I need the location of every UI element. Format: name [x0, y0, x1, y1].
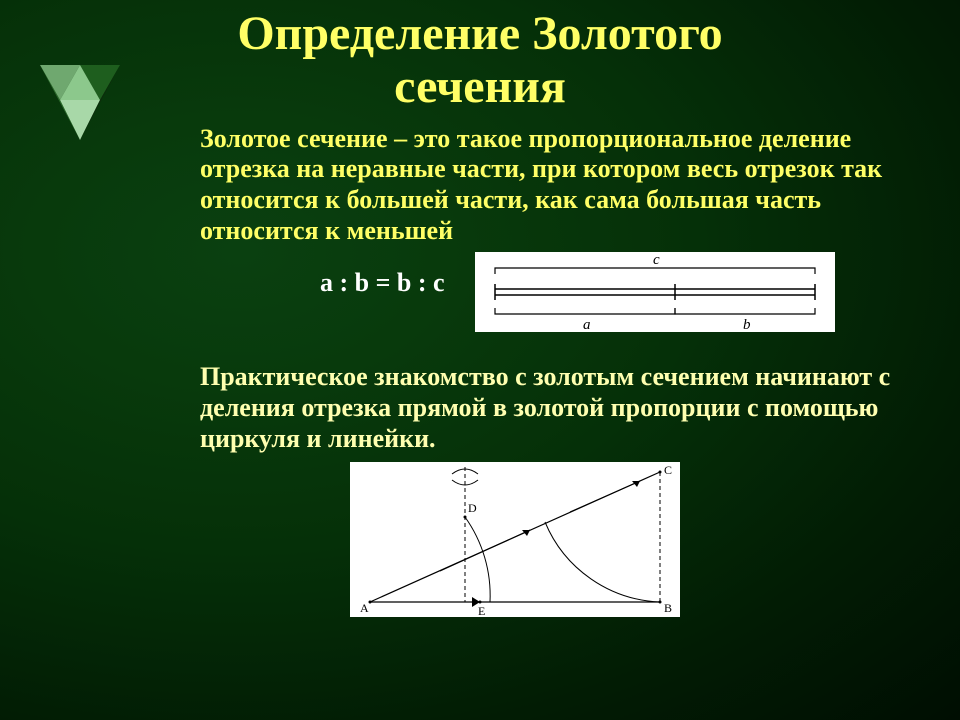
label-c: c [653, 252, 660, 268]
definition-lead: Золотое сечение [200, 124, 388, 153]
slide-content: Золотое сечение – это такое пропорционал… [0, 114, 960, 618]
segment-diagram: c a b [475, 252, 835, 332]
title-line1: Определение Золотого [237, 7, 722, 60]
bullet-gem-icon [30, 50, 130, 150]
svg-text:D: D [468, 501, 477, 515]
definition-paragraph: Золотое сечение – это такое пропорционал… [200, 124, 910, 247]
svg-text:E: E [478, 604, 485, 617]
svg-text:B: B [664, 601, 672, 615]
title-line2: сечения [394, 60, 566, 113]
ratio-formula: a : b = b : c [200, 252, 475, 298]
construction-diagram: A B C D E [350, 462, 680, 617]
label-b: b [743, 317, 751, 332]
practical-paragraph: Практическое знакомство с золотым сечени… [200, 362, 910, 454]
slide-title: Определение Золотого сечения [0, 0, 960, 114]
svg-text:C: C [664, 463, 672, 477]
formula-row: a : b = b : c c a b [200, 252, 910, 332]
svg-text:A: A [360, 601, 369, 615]
label-a: a [583, 317, 591, 332]
